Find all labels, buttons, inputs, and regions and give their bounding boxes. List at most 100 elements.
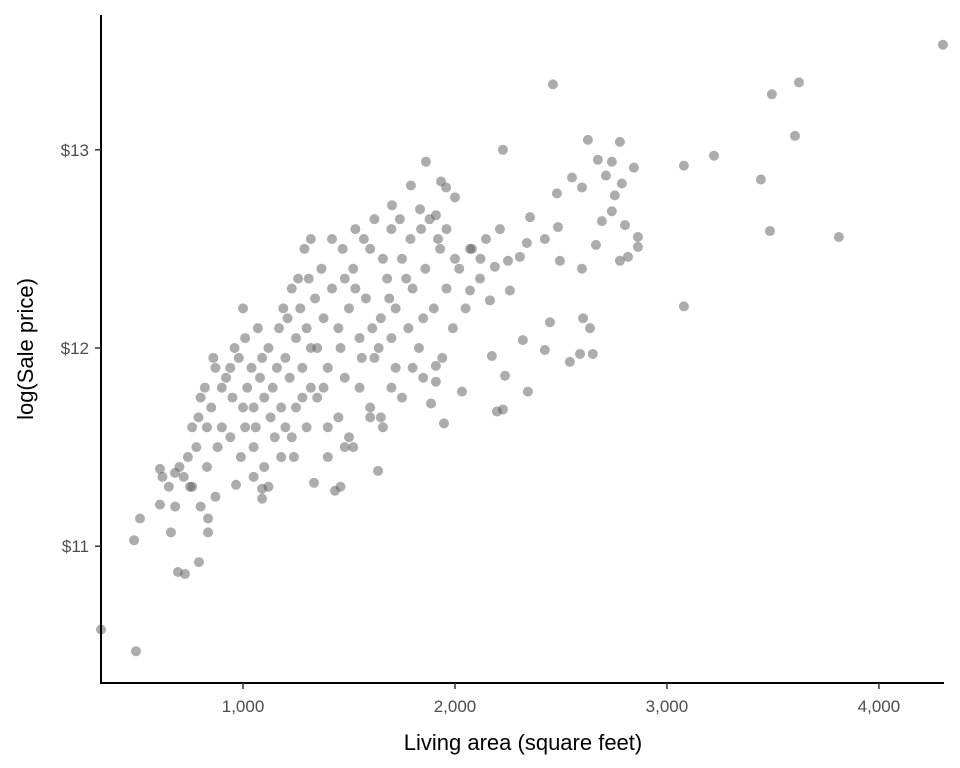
data-point [390, 303, 401, 314]
data-point [259, 392, 270, 403]
data-point [365, 402, 376, 413]
x-tick-label: 3,000 [646, 697, 689, 716]
data-point [293, 273, 304, 284]
data-point [553, 222, 564, 233]
data-point [430, 360, 441, 371]
data-point [554, 255, 565, 266]
data-point [456, 386, 467, 397]
data-point [449, 253, 460, 264]
data-point [628, 162, 639, 173]
data-point [764, 226, 775, 237]
data-point [415, 204, 426, 215]
data-point [301, 422, 312, 433]
data-point [191, 442, 202, 453]
data-point [250, 422, 261, 433]
data-point [407, 362, 418, 373]
data-point [585, 323, 596, 334]
data-point [833, 232, 844, 243]
data-point [360, 293, 371, 304]
data-point [576, 263, 587, 274]
data-point [201, 461, 212, 472]
data-point [248, 471, 259, 482]
data-point [369, 352, 380, 363]
data-point [375, 313, 386, 324]
data-point [413, 343, 424, 354]
x-tick-label: 2,000 [434, 697, 477, 716]
data-point [502, 255, 513, 266]
data-point [582, 134, 593, 145]
data-point [454, 263, 465, 274]
data-point [210, 491, 221, 502]
data-point [418, 313, 429, 324]
data-point [278, 303, 289, 314]
data-point [195, 501, 206, 512]
data-point [267, 382, 278, 393]
data-point [242, 382, 253, 393]
y-tick-label: $13 [61, 141, 89, 160]
data-point [212, 442, 223, 453]
data-point [373, 465, 384, 476]
data-point [678, 160, 689, 171]
data-point [484, 295, 495, 306]
data-point [486, 350, 497, 361]
data-point [539, 233, 550, 244]
data-point [335, 481, 346, 492]
data-point [303, 273, 314, 284]
data-point [426, 398, 437, 409]
data-point [420, 263, 431, 274]
data-point [257, 493, 268, 504]
data-point [271, 362, 282, 373]
data-point [420, 156, 431, 167]
data-point [403, 323, 414, 334]
data-point [600, 170, 611, 181]
data-point [259, 461, 270, 472]
data-point [284, 372, 295, 383]
data-point [310, 293, 321, 304]
data-point [246, 362, 257, 373]
data-point [170, 501, 181, 512]
data-point [297, 392, 308, 403]
data-point [354, 382, 365, 393]
data-point [441, 182, 452, 193]
y-ticks: $11 $12 $13 [61, 141, 101, 556]
data-point [396, 253, 407, 264]
data-point [449, 192, 460, 203]
data-point [435, 243, 446, 254]
data-point [254, 372, 265, 383]
data-point [248, 402, 259, 413]
data-point [225, 432, 236, 443]
data-point [221, 372, 232, 383]
data-point [405, 233, 416, 244]
data-point [377, 253, 388, 264]
data-point [348, 263, 359, 274]
data-point [475, 253, 486, 264]
data-point [497, 404, 508, 415]
data-point [174, 461, 185, 472]
data-point [263, 481, 274, 492]
data-point [286, 432, 297, 443]
data-point [248, 442, 259, 453]
data-point [263, 343, 274, 354]
data-point [210, 362, 221, 373]
x-ticks: 1,000 2,000 3,000 4,000 [222, 683, 900, 716]
data-point [365, 412, 376, 423]
data-point [274, 323, 285, 334]
data-point [386, 224, 397, 235]
x-tick-label: 4,000 [858, 697, 901, 716]
data-point [257, 352, 268, 363]
data-point [547, 79, 558, 90]
data-point [544, 317, 555, 328]
data-point [365, 243, 376, 254]
data-point [163, 481, 174, 492]
data-point [135, 513, 146, 524]
data-point [225, 362, 236, 373]
data-point [252, 323, 263, 334]
data-point [286, 283, 297, 294]
data-point [333, 323, 344, 334]
data-point [447, 323, 458, 334]
data-point [295, 303, 306, 314]
data-point [551, 188, 562, 199]
data-point [609, 190, 620, 201]
data-point [416, 224, 427, 235]
data-point [129, 535, 140, 546]
